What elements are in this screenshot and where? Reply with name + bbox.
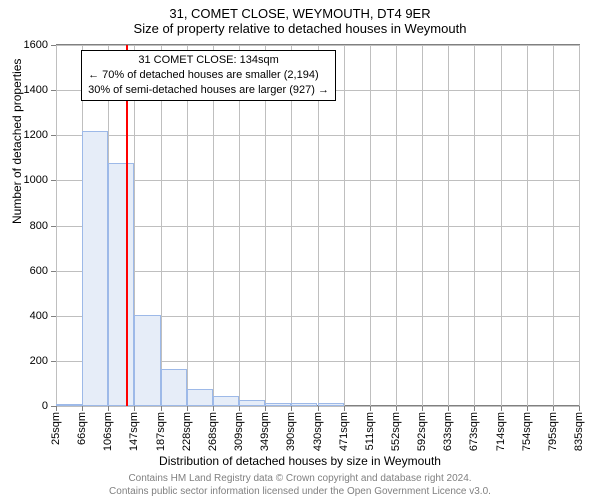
gridline-v bbox=[474, 45, 475, 406]
histogram-bar bbox=[318, 403, 344, 406]
xtick-label: 673sqm bbox=[468, 406, 480, 451]
xtick-label: 187sqm bbox=[155, 406, 167, 451]
xtick-label: 430sqm bbox=[312, 406, 324, 451]
xtick-label: 714sqm bbox=[495, 406, 507, 451]
xtick-label: 66sqm bbox=[76, 406, 88, 445]
xtick-label: 795sqm bbox=[547, 406, 559, 451]
gridline-v bbox=[501, 45, 502, 406]
xtick-label: 349sqm bbox=[259, 406, 271, 451]
annotation-box: 31 COMET CLOSE: 134sqm← 70% of detached … bbox=[81, 50, 336, 101]
gridline-v bbox=[553, 45, 554, 406]
gridline-v bbox=[370, 45, 371, 406]
x-axis-label: Distribution of detached houses by size … bbox=[0, 454, 600, 468]
xtick-label: 633sqm bbox=[442, 406, 454, 451]
gridline-v bbox=[527, 45, 528, 406]
xtick-label: 552sqm bbox=[390, 406, 402, 451]
gridline-v bbox=[56, 45, 57, 406]
histogram-bar bbox=[291, 403, 317, 406]
xtick-label: 511sqm bbox=[364, 406, 376, 450]
xtick-label: 106sqm bbox=[102, 406, 114, 451]
histogram-bar bbox=[213, 396, 239, 406]
xtick-label: 25sqm bbox=[50, 406, 62, 445]
footer-line-2: Contains public sector information licen… bbox=[0, 486, 600, 499]
gridline-v bbox=[396, 45, 397, 406]
histogram-bar bbox=[134, 315, 160, 406]
histogram-bar bbox=[108, 163, 134, 406]
xtick-label: 592sqm bbox=[416, 406, 428, 451]
xtick-label: 471sqm bbox=[338, 406, 350, 451]
histogram-bar bbox=[56, 404, 82, 406]
title-main: 31, COMET CLOSE, WEYMOUTH, DT4 9ER bbox=[0, 0, 600, 21]
xtick-label: 754sqm bbox=[521, 406, 533, 451]
gridline-v bbox=[344, 45, 345, 406]
gridline-v bbox=[448, 45, 449, 406]
histogram-bar bbox=[161, 369, 187, 406]
histogram-bar bbox=[265, 403, 291, 406]
histogram-bar bbox=[239, 400, 265, 406]
annotation-smaller: ← 70% of detached houses are smaller (2,… bbox=[88, 68, 329, 83]
annotation-larger: 30% of semi-detached houses are larger (… bbox=[88, 83, 329, 98]
gridline-v bbox=[579, 45, 580, 406]
xtick-label: 268sqm bbox=[207, 406, 219, 451]
y-axis-label: Number of detached properties bbox=[10, 59, 24, 224]
xtick-label: 390sqm bbox=[285, 406, 297, 451]
xtick-label: 228sqm bbox=[181, 406, 193, 451]
gridline-v bbox=[422, 45, 423, 406]
histogram-bar bbox=[82, 131, 108, 406]
title-sub: Size of property relative to detached ho… bbox=[0, 21, 600, 38]
xtick-label: 835sqm bbox=[573, 406, 585, 451]
footer-attribution: Contains HM Land Registry data © Crown c… bbox=[0, 473, 600, 498]
plot-area: 0200400600800100012001400160025sqm66sqm1… bbox=[56, 44, 580, 406]
xtick-label: 147sqm bbox=[128, 406, 140, 451]
footer-line-1: Contains HM Land Registry data © Crown c… bbox=[0, 473, 600, 486]
histogram-bar bbox=[187, 389, 213, 406]
histogram-chart: 0200400600800100012001400160025sqm66sqm1… bbox=[56, 44, 580, 406]
annotation-head: 31 COMET CLOSE: 134sqm bbox=[88, 53, 329, 68]
xtick-label: 309sqm bbox=[233, 406, 245, 451]
